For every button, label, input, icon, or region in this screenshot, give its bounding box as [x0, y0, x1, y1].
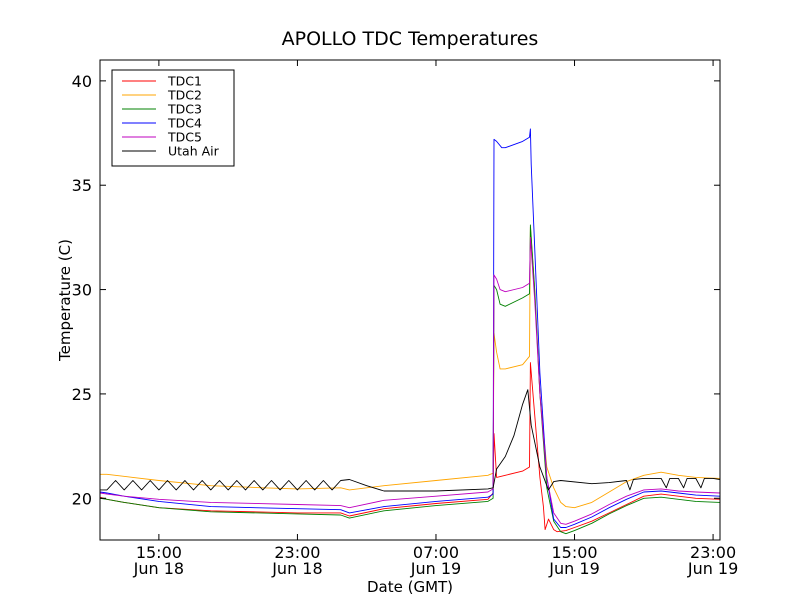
x-tick-label-date: Jun 18	[271, 559, 322, 578]
plot-frame	[99, 59, 721, 541]
series-line-tdc3	[100, 224, 720, 535]
y-tick-label: 40	[72, 72, 92, 91]
x-tick-label-date: Jun 18	[133, 559, 184, 578]
series-layer	[100, 128, 720, 535]
series-line-utah-air	[100, 389, 720, 492]
x-tick-label-time: 23:00	[690, 543, 736, 562]
legend-label: TDC3	[167, 102, 202, 117]
chart-title: APOLLO TDC Temperatures	[282, 28, 539, 50]
x-axis-label: Date (GMT)	[367, 578, 453, 596]
y-tick-label: 30	[72, 281, 92, 300]
legend-label: TDC5	[167, 130, 202, 145]
y-axis-label: Temperature (C)	[56, 239, 74, 362]
legend-label: TDC2	[167, 88, 202, 103]
series-line-tdc2	[100, 226, 720, 509]
legend-box	[111, 69, 235, 167]
series-line-tdc5	[100, 236, 720, 525]
legend-label: TDC4	[167, 116, 202, 131]
y-tick-label: 20	[72, 489, 92, 508]
x-tick-label-date: Jun 19	[410, 559, 461, 578]
legend-label: TDC1	[167, 74, 202, 89]
x-tick-label-date: Jun 19	[687, 559, 738, 578]
x-tick-label-time: 07:00	[413, 543, 459, 562]
legend-label: Utah Air	[168, 144, 220, 159]
x-tick-label-date: Jun 19	[548, 559, 599, 578]
series-line-tdc1	[100, 362, 720, 533]
x-tick-label-time: 15:00	[551, 543, 597, 562]
y-tick-label: 35	[72, 176, 92, 195]
y-tick-label: 25	[72, 385, 92, 404]
x-tick-label-time: 23:00	[274, 543, 320, 562]
x-tick-label-time: 15:00	[136, 543, 182, 562]
series-line-tdc4	[100, 128, 720, 528]
